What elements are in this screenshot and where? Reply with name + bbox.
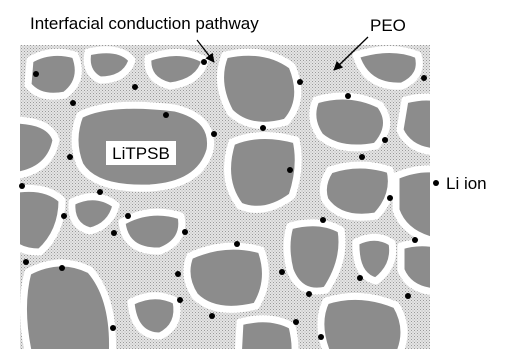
li-ion: [306, 291, 312, 297]
li-ion: [260, 125, 266, 131]
li-ion: [318, 334, 324, 340]
li-ion: [70, 100, 76, 106]
peo-label: PEO: [370, 16, 406, 35]
particle: [356, 237, 393, 281]
particle-label: LiTPSB: [112, 144, 170, 163]
particle: [321, 296, 404, 349]
particle: [187, 246, 266, 309]
li-ion: [125, 213, 131, 219]
particle: [323, 165, 391, 217]
li-ion: [405, 293, 411, 299]
li-ion: [19, 183, 25, 189]
li-ion: [297, 79, 303, 85]
li-ion: [61, 213, 67, 219]
li-ion: [201, 59, 207, 65]
particle: [87, 50, 132, 80]
li-ion: [211, 131, 217, 137]
li-ion: [357, 275, 363, 281]
diagram: LiTPSB Interfacial conduction pathway PE…: [0, 0, 520, 349]
li-ion: [175, 271, 181, 277]
pathway-label: Interfacial conduction pathway: [30, 14, 259, 33]
li-ion: [293, 319, 299, 325]
li-ion: [287, 167, 293, 173]
li-ion: [234, 241, 240, 247]
li-ion: [412, 237, 418, 243]
li-ion: [382, 137, 388, 143]
ion-label: Li ion: [446, 174, 487, 193]
particle: [313, 96, 387, 148]
page: LiTPSB Interfacial conduction pathway PE…: [0, 0, 520, 349]
li-ion: [182, 229, 188, 235]
li-ion: [421, 75, 427, 81]
li-ion: [279, 269, 285, 275]
li-ion: [132, 84, 138, 90]
li-ion: [345, 93, 351, 99]
li-ion: [110, 325, 116, 331]
li-ion: [163, 112, 169, 118]
li-ion: [59, 265, 65, 271]
li-ion: [387, 195, 393, 201]
li-ion: [67, 154, 73, 160]
particle: [131, 296, 177, 336]
li-ion: [320, 217, 326, 223]
particle: [401, 243, 440, 292]
particle: [287, 223, 342, 291]
legend-ion: [433, 180, 439, 186]
li-ion: [23, 259, 29, 265]
particle: [400, 97, 440, 152]
particle: [122, 212, 182, 251]
li-ion: [33, 71, 39, 77]
li-ion: [177, 297, 183, 303]
li-ion: [97, 189, 103, 195]
particle: [221, 52, 298, 125]
li-ion: [359, 154, 365, 160]
particle: [238, 319, 295, 349]
li-ion: [111, 230, 117, 236]
li-ion: [209, 313, 215, 319]
particle: [228, 135, 299, 209]
